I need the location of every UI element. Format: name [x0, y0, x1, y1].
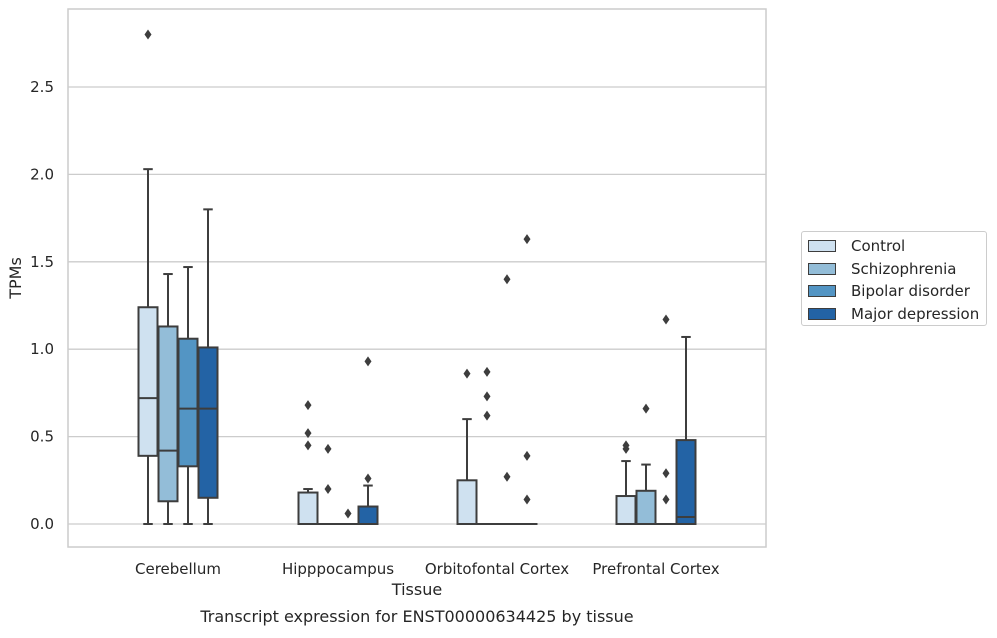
outlier-point: [663, 468, 670, 478]
outlier-point: [484, 367, 491, 377]
box-2-0: [179, 267, 198, 524]
legend-swatch-schizophrenia: [808, 263, 836, 275]
outlier-point: [484, 411, 491, 421]
box-3-1: [359, 356, 378, 524]
box-0-1: [299, 400, 318, 524]
y-tick-label: 0.0: [30, 515, 54, 533]
box-3-2: [518, 234, 537, 524]
box-body: [139, 307, 158, 456]
outlier-point: [643, 404, 650, 414]
box-body: [159, 326, 178, 501]
box-2-3: [657, 314, 676, 524]
y-tick-label: 0.5: [30, 428, 54, 446]
y-tick-label: 2.0: [30, 165, 54, 183]
box-0-2: [458, 369, 477, 524]
outlier-point: [663, 495, 670, 505]
outlier-point: [524, 234, 531, 244]
box-1-2: [478, 367, 497, 524]
legend-label: Control: [851, 237, 905, 255]
legend-swatch-bipolar-disorder: [808, 285, 836, 297]
box-3-0: [199, 209, 218, 524]
outlier-point: [365, 356, 372, 366]
outlier-point: [145, 30, 152, 40]
box-3-3: [677, 337, 696, 524]
outlier-point: [305, 440, 312, 450]
y-tick-label: 1.0: [30, 340, 54, 358]
box-0-3: [617, 440, 636, 524]
outlier-point: [504, 472, 511, 482]
legend: Control Schizophrenia Bipolar disorder M…: [801, 231, 987, 326]
legend-item-bipolar-disorder: Bipolar disorder: [808, 280, 986, 303]
x-tick-label: Prefrontal Cortex: [592, 560, 719, 578]
outlier-point: [484, 391, 491, 401]
y-axis-ticks: 0.0 0.5 1.0 1.5 2.0 2.5: [30, 78, 54, 533]
box-1-1: [319, 444, 338, 524]
outlier-point: [504, 274, 511, 284]
box-body: [299, 493, 318, 524]
x-tick-label: Cerebellum: [135, 560, 221, 578]
outlier-point: [305, 400, 312, 410]
y-tick-label: 1.5: [30, 253, 54, 271]
outlier-point: [524, 451, 531, 461]
outlier-point: [325, 444, 332, 454]
outlier-point: [365, 474, 372, 484]
outlier-point: [464, 369, 471, 379]
box-2-1: [339, 509, 358, 524]
chart-title: Transcript expression for ENST0000063442…: [199, 607, 633, 626]
box-2-2: [498, 274, 517, 524]
outlier-point: [345, 509, 352, 519]
x-tick-label: Orbitofontal Cortex: [425, 560, 569, 578]
outlier-point: [325, 484, 332, 494]
outlier-point: [663, 314, 670, 324]
box-body: [199, 347, 218, 497]
legend-swatch-control: [808, 240, 836, 252]
box-plots: [139, 30, 696, 524]
legend-label: Schizophrenia: [851, 260, 956, 278]
box-1-3: [637, 404, 656, 524]
box-body: [359, 507, 378, 524]
legend-item-major-depression: Major depression: [808, 303, 986, 326]
box-body: [637, 491, 656, 524]
legend-item-control: Control: [808, 235, 986, 258]
box-0-0: [139, 30, 158, 524]
box-body: [179, 339, 198, 467]
legend-label: Bipolar disorder: [851, 282, 970, 300]
legend-swatch-major-depression: [808, 308, 836, 320]
legend-item-schizophrenia: Schizophrenia: [808, 258, 986, 281]
box-body: [677, 440, 696, 524]
y-axis-label: TPMs: [6, 257, 25, 300]
x-tick-label: Hipppocampus: [282, 560, 394, 578]
y-tick-label: 2.5: [30, 78, 54, 96]
box-body: [458, 480, 477, 524]
outlier-point: [524, 495, 531, 505]
x-axis-ticks: Cerebellum Hipppocampus Orbitofontal Corte…: [135, 560, 720, 578]
box-1-0: [159, 274, 178, 524]
legend-label: Major depression: [851, 305, 979, 323]
x-axis-label: Tissue: [391, 580, 442, 599]
box-body: [617, 496, 636, 524]
